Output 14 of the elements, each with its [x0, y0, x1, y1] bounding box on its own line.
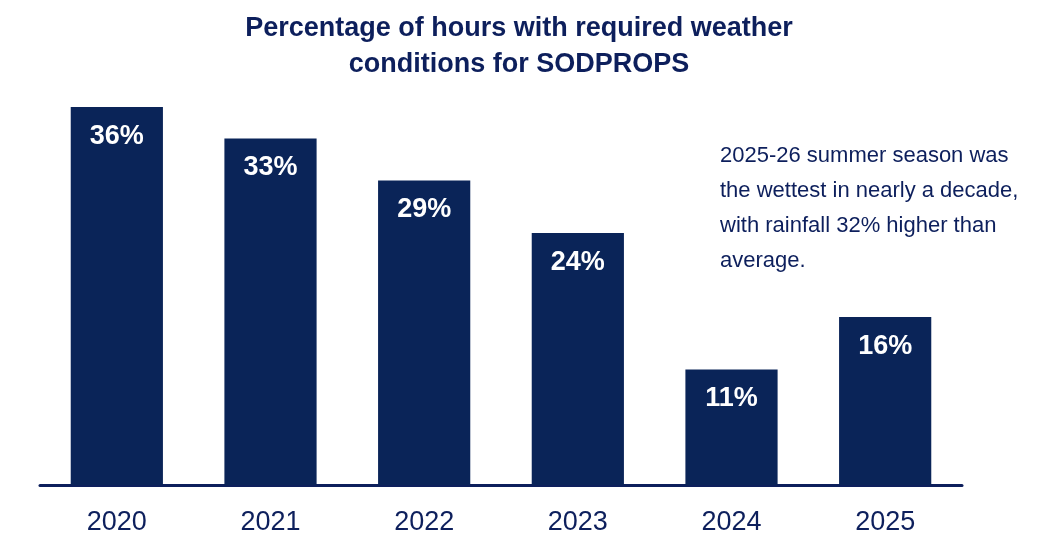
x-tick-label: 2023	[547, 505, 608, 536]
x-tick-label: 2025	[855, 505, 916, 536]
data-label: 36%	[89, 119, 144, 150]
data-label: 24%	[550, 245, 605, 276]
chart-title: Percentage of hours with required weather conditions for SODPROPS	[245, 12, 794, 78]
x-tick-label: 2024	[701, 505, 762, 536]
data-label: 11%	[705, 382, 758, 412]
annotation: 2025-26 summer season was the wettest in nearly a decade, with rainfall 32% higher than average.	[719, 142, 1025, 272]
data-label: 29%	[397, 193, 452, 223]
x-tick-label: 2020	[86, 505, 147, 536]
x-tick-label: 2021	[240, 505, 301, 536]
data-label: 16%	[858, 329, 913, 360]
x-tick-label: 2022	[394, 505, 455, 536]
data-label: 33%	[243, 151, 298, 181]
